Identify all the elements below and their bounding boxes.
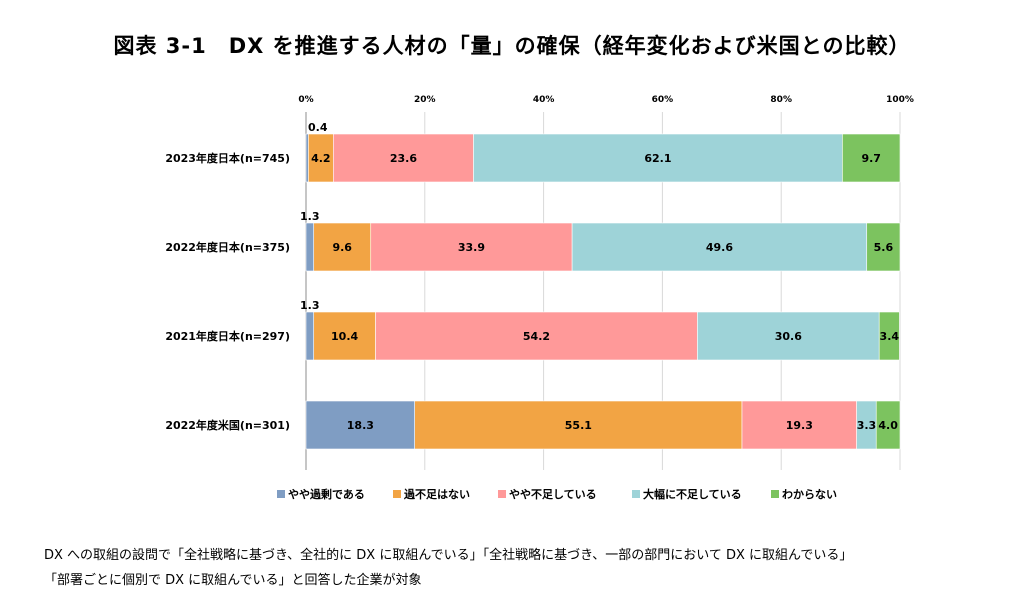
x-tick-label: 80% <box>770 95 792 105</box>
data-label: 9.7 <box>861 152 881 165</box>
x-tick-label: 20% <box>414 95 436 105</box>
bar-segment <box>875 400 901 450</box>
x-tick-label: 60% <box>652 95 674 105</box>
data-label: 62.1 <box>644 152 671 165</box>
bar-segment <box>305 222 315 272</box>
data-label: 49.6 <box>706 241 733 254</box>
bar-segment <box>697 311 880 361</box>
legend-swatch <box>498 490 506 498</box>
legend-label: わからない <box>782 488 837 501</box>
data-label: 4.2 <box>311 152 331 165</box>
data-label: 18.3 <box>347 419 374 432</box>
legend-label: やや過剰である <box>288 487 365 501</box>
data-label: 54.2 <box>523 330 550 343</box>
x-tick-label: 100% <box>886 95 914 105</box>
legend-swatch <box>393 490 401 498</box>
data-label: 1.3 <box>300 299 320 312</box>
bar-segment <box>370 222 573 272</box>
category-label: 2022年度米国(n=301) <box>165 418 290 432</box>
category-label: 2023年度日本(n=745) <box>165 151 290 165</box>
x-tick-label: 0% <box>298 95 313 105</box>
data-label: 1.3 <box>300 210 320 223</box>
bar-segment <box>414 400 743 450</box>
data-label: 33.9 <box>458 241 485 254</box>
bar-segment <box>305 400 416 450</box>
data-label: 10.4 <box>331 330 358 343</box>
bar-segment <box>333 133 474 183</box>
legend-swatch <box>771 490 779 498</box>
legend-label: やや不足している <box>509 488 597 501</box>
data-label: 3.3 <box>857 419 877 432</box>
legend-swatch <box>632 490 640 498</box>
data-label: 4.0 <box>878 419 898 432</box>
bar-segment <box>375 311 698 361</box>
legend-label: 大幅に不足している <box>643 487 742 501</box>
legend-label: 過不足はない <box>403 487 470 501</box>
data-label: 55.1 <box>565 419 592 432</box>
data-label: 0.4 <box>308 121 328 134</box>
bar-segment <box>305 133 309 183</box>
bar-segment <box>305 311 315 361</box>
bar-segment <box>878 311 900 361</box>
bar-segment <box>866 222 901 272</box>
data-label: 9.6 <box>332 241 352 254</box>
bar-segment <box>313 222 372 272</box>
bar-segment <box>313 311 376 361</box>
data-label: 30.6 <box>775 330 802 343</box>
x-tick-label: 40% <box>533 95 555 105</box>
bar-segment <box>741 400 857 450</box>
bar-segment <box>571 222 868 272</box>
data-label: 23.6 <box>390 152 417 165</box>
data-label: 19.3 <box>786 419 813 432</box>
data-label: 5.6 <box>874 241 894 254</box>
footnote-line-2: 「部署ごとに個別で DX に取組んでいる」と回答した企業が対象 <box>44 573 422 588</box>
legend-swatch <box>277 490 285 498</box>
category-label: 2022年度日本(n=375) <box>165 240 290 254</box>
data-label: 3.4 <box>880 330 900 343</box>
bar-segment <box>473 133 843 183</box>
chart-title: 図表 3-1 DX を推進する人材の「量」の確保（経年変化および米国との比較） <box>113 34 911 58</box>
footnote-line-1: DX への取組の設問で「全社戦略に基づき、全社的に DX に取組んでいる」「全社… <box>44 548 853 563</box>
category-label: 2021年度日本(n=297) <box>165 329 290 343</box>
bar-segment <box>842 133 901 183</box>
